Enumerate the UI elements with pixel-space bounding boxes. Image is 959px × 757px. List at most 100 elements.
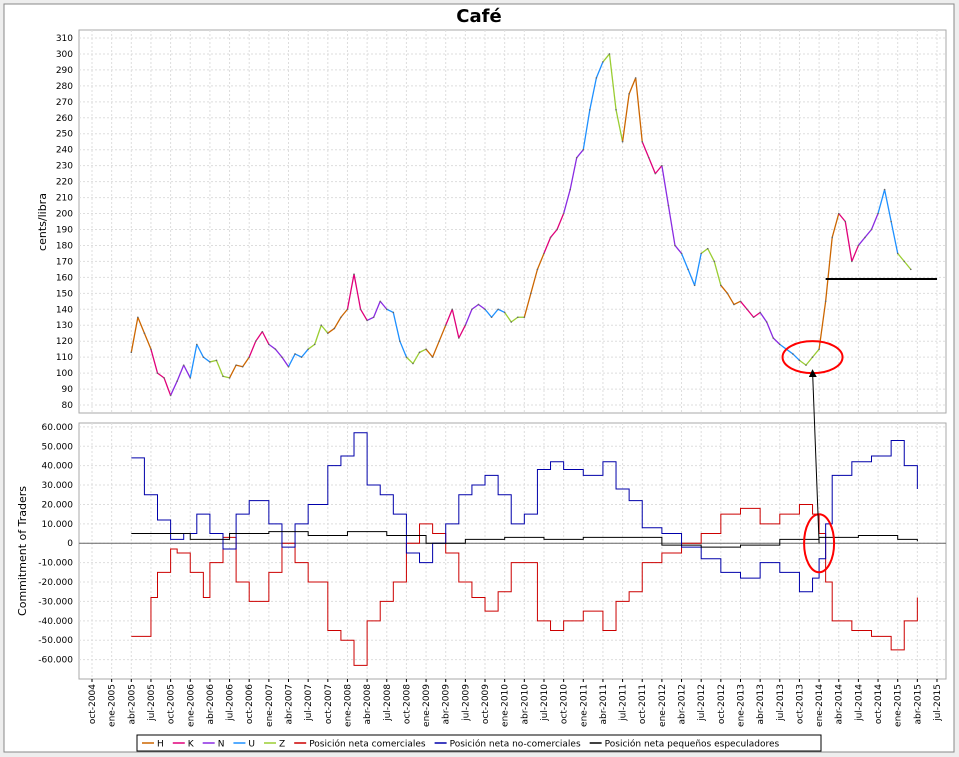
price-segment (130, 317, 139, 353)
price-point (300, 356, 303, 358)
x-tick-label: abr-2012 (678, 684, 688, 725)
price-point (739, 300, 742, 303)
price-point (575, 156, 578, 159)
price-point (909, 268, 912, 271)
legend-label: Posición neta comerciales (309, 739, 426, 750)
price-plot-area (78, 29, 947, 414)
price-point (163, 377, 165, 379)
price-segment (700, 248, 709, 254)
price-segment (412, 352, 421, 364)
price-y-tick-label: 220 (56, 178, 73, 188)
price-point (150, 348, 152, 350)
price-point (687, 268, 689, 271)
price-segment (772, 337, 781, 345)
price-y-tick-label: 240 (56, 146, 73, 156)
price-segment (654, 165, 663, 175)
cot-y-tick-label: -60.000 (38, 656, 73, 666)
price-point (261, 330, 264, 333)
price-point (254, 340, 257, 342)
price-point (864, 236, 866, 239)
x-tick-label: oct-2014 (874, 684, 884, 724)
price-point (346, 308, 349, 311)
price-point (156, 372, 159, 374)
price-segment (360, 308, 368, 321)
price-segment (333, 316, 342, 329)
annotations (781, 340, 844, 574)
price-point (464, 324, 467, 327)
price-segment (320, 324, 329, 334)
price-point (543, 252, 545, 255)
price-point (589, 108, 591, 111)
price-segment (615, 109, 624, 142)
price-point (713, 260, 716, 263)
price-y-tick-label: 290 (56, 66, 73, 76)
price-point (549, 236, 552, 239)
price-point (595, 77, 598, 79)
price-point (811, 356, 814, 358)
price-y-tick-label: 130 (56, 321, 73, 331)
x-tick-label: jul-2011 (619, 684, 629, 722)
price-segment (648, 157, 656, 174)
price-point (562, 212, 565, 215)
price-point (798, 359, 801, 362)
cot-y-tick-label: -20.000 (38, 578, 73, 588)
x-tick-label: jul-2007 (304, 684, 314, 722)
price-y-tick-label: 310 (56, 34, 73, 44)
price-point (870, 228, 873, 231)
price-point (667, 204, 670, 207)
price-point (772, 337, 775, 339)
price-point (615, 108, 617, 111)
price-segment (621, 93, 630, 142)
price-point (634, 77, 637, 79)
x-tick-label: abr-2009 (442, 684, 452, 725)
price-segment (248, 340, 257, 358)
price-point (458, 337, 460, 339)
price-point (333, 327, 336, 330)
x-tick-label: ene-2013 (736, 684, 746, 727)
x-tick-label: oct-2006 (245, 684, 255, 724)
cot-y-tick-label: 0 (67, 539, 73, 549)
x-tick-label: ene-2014 (815, 684, 825, 727)
price-point (752, 316, 755, 319)
price-point (359, 308, 362, 311)
price-segment (766, 321, 774, 339)
price-segment (693, 253, 702, 286)
price-point (222, 375, 224, 378)
price-point (313, 343, 316, 346)
legend-label: Posición neta pequeños especuladores (605, 739, 780, 750)
price-segment (150, 348, 159, 374)
price-point (287, 365, 290, 368)
price-point (418, 351, 421, 354)
price-point (209, 361, 211, 363)
price-segment (451, 309, 460, 339)
price-grid (79, 30, 946, 413)
price-y-tick-label: 190 (56, 225, 73, 235)
price-point (700, 252, 702, 255)
price-segment (641, 141, 650, 158)
price-point (792, 353, 794, 355)
price-segment (563, 189, 571, 214)
price-point (831, 236, 833, 239)
price-point (726, 292, 729, 295)
x-tick-label: oct-2004 (88, 684, 98, 724)
price-y-tick-labels: 80 90 100 110 120 130 140 150 160 170 180 190 200 210… (56, 34, 73, 411)
price-segment (903, 260, 912, 270)
price-segment (209, 359, 217, 363)
price-segment (438, 324, 447, 342)
price-point (385, 308, 388, 311)
x-tick-label: jul-2015 (933, 684, 943, 722)
price-point (837, 212, 840, 215)
price-point (137, 316, 139, 319)
price-point (399, 340, 401, 342)
price-segment (366, 316, 374, 322)
price-segment (235, 364, 243, 368)
price-point (130, 351, 133, 354)
cot-y-tick-label: -40.000 (38, 617, 73, 627)
cot-y-tick-label: -50.000 (38, 636, 73, 646)
price-point (366, 319, 368, 322)
price-point (438, 340, 440, 342)
price-point (516, 316, 519, 319)
price-segment (183, 364, 191, 379)
price-segment (785, 348, 794, 355)
price-point (536, 268, 539, 271)
